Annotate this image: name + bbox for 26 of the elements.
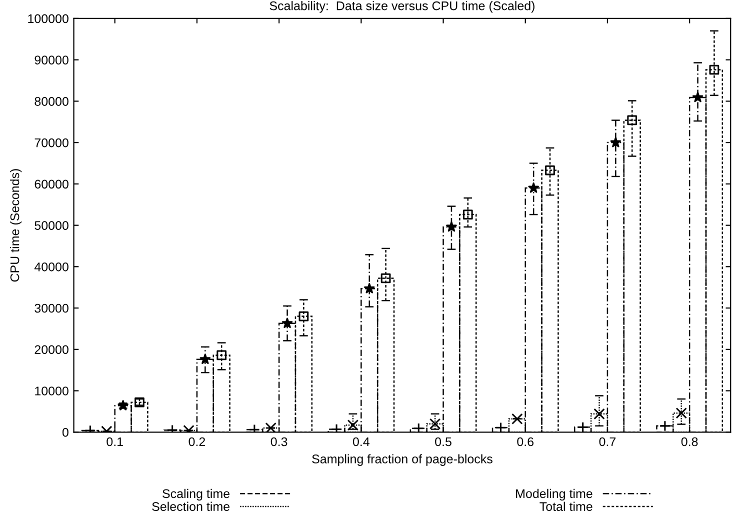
y-tick-label: 100000	[28, 14, 68, 24]
y-tick-label: 70000	[34, 138, 68, 148]
x-axis-title: Sampling fraction of page-blocks	[312, 454, 492, 466]
x-tick-label: 0.2	[188, 437, 206, 446]
x-tick-label: 0.7	[599, 437, 616, 446]
y-tick-label: 60000	[34, 180, 68, 189]
y-tick-label: 30000	[34, 304, 68, 313]
y-tick-label: 10000	[35, 386, 68, 396]
chart-title: Scalability: Data size versus CPU time (Scaled)	[270, 1, 534, 13]
x-tick-label: 0.3	[270, 437, 288, 446]
legend-label: Scaling time	[162, 488, 230, 501]
x-tick-label: 0.1	[106, 437, 123, 446]
legend-label: Selection time	[152, 502, 230, 511]
y-tick-label: 40000	[34, 262, 68, 272]
x-tick-label: 0.4	[352, 437, 370, 446]
legend-label: Total time	[540, 502, 592, 511]
y-tick-label: 90000	[34, 56, 68, 64]
y-axis-title: CPU time (Seconds)	[10, 169, 22, 282]
y-tick-label: 80000	[34, 96, 68, 106]
legend-label: Modeling time	[516, 488, 592, 501]
x-tick-label: 0.8	[681, 437, 698, 446]
x-tick-label: 0.6	[517, 437, 534, 446]
y-tick-label: 0	[62, 428, 68, 437]
y-tick-label: 20000	[34, 345, 68, 354]
y-tick-label: 50000	[34, 221, 68, 230]
x-tick-label: 0.5	[435, 437, 452, 446]
